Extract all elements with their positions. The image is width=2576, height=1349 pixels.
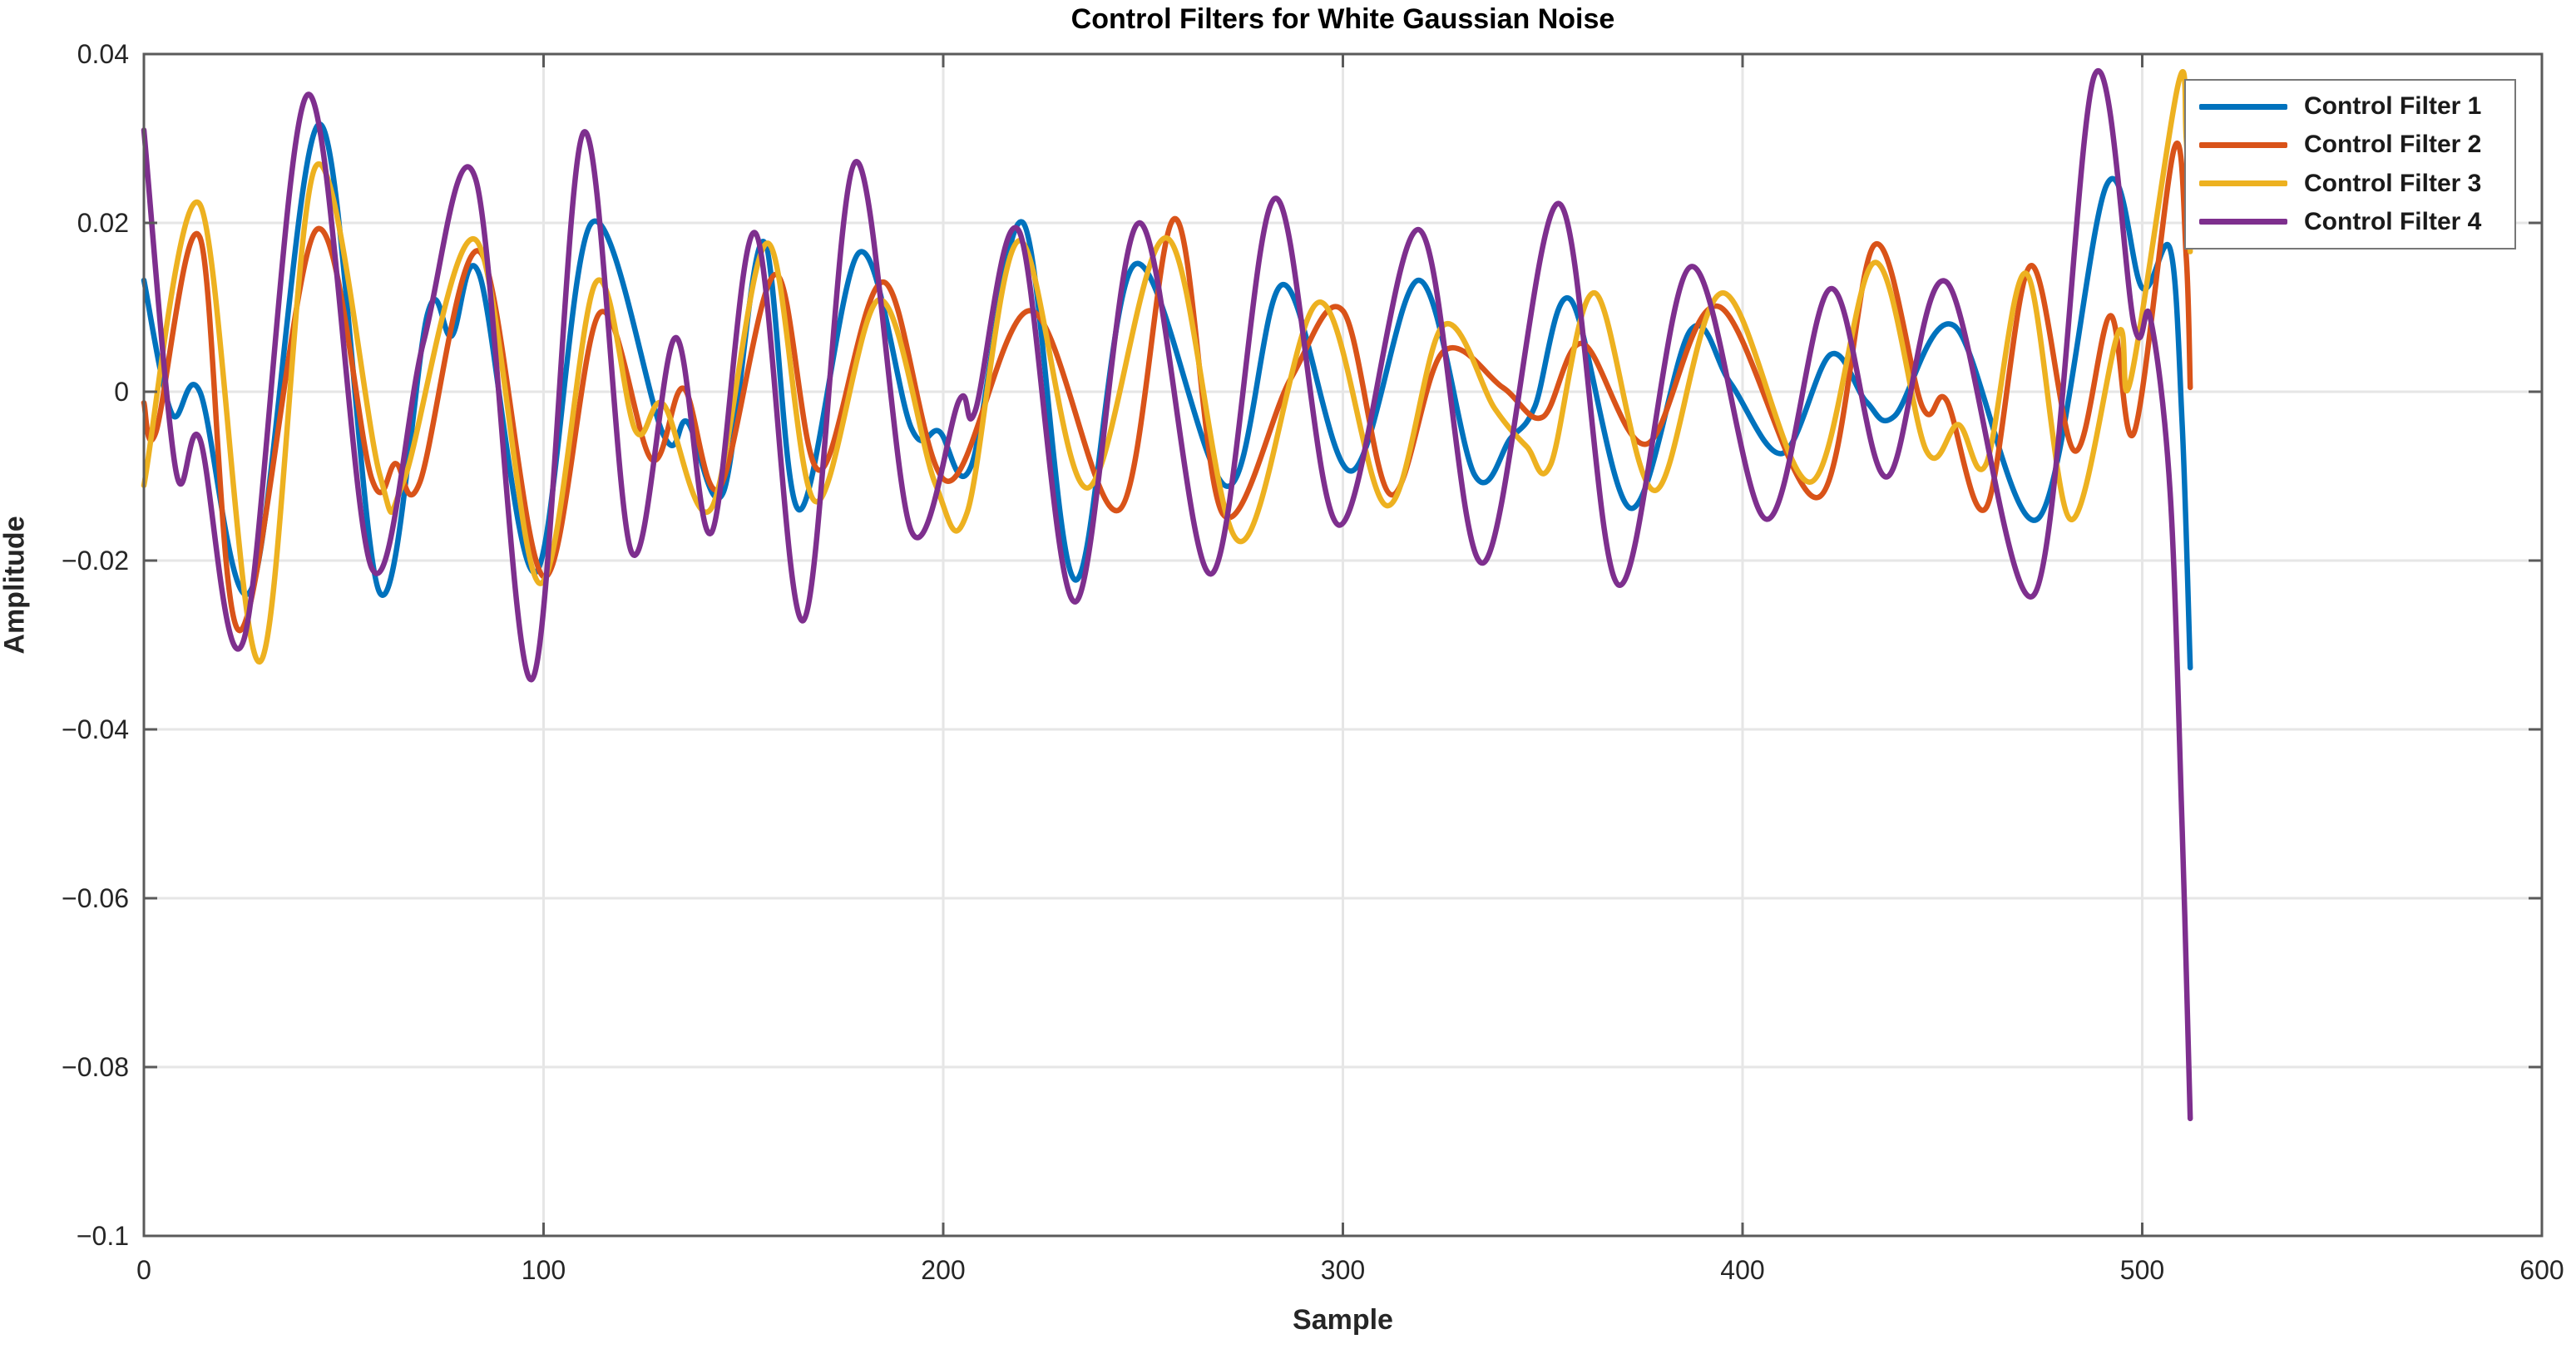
y-axis-label: Amplitude — [0, 516, 31, 655]
series-line-control-filter-1 — [141, 121, 2193, 671]
series-line-control-filter-2 — [141, 140, 2193, 634]
chart-title: Control Filters for White Gaussian Noise — [1070, 3, 1615, 35]
legend-entry-label: Control Filter 1 — [2304, 92, 2482, 121]
x-tick-label: 200 — [921, 1255, 965, 1285]
y-tick-label: −0.08 — [62, 1052, 129, 1082]
y-tick-label: 0 — [114, 377, 129, 407]
legend-line-sample — [2199, 180, 2287, 187]
legend-entry: Control Filter 4 — [2199, 204, 2514, 240]
x-tick-label: 500 — [2120, 1255, 2164, 1285]
y-tick-label: −0.02 — [62, 546, 129, 576]
x-axis-label: Sample — [1293, 1304, 1393, 1336]
y-tick-label: 0.02 — [77, 208, 129, 238]
legend-entry: Control Filter 3 — [2199, 166, 2514, 202]
legend-line-sample — [2199, 103, 2287, 110]
legend-entry-label: Control Filter 3 — [2304, 169, 2482, 197]
legend-entry-label: Control Filter 2 — [2304, 131, 2482, 159]
series-line-control-filter-4 — [141, 68, 2193, 1122]
x-tick-label: 300 — [1321, 1255, 1365, 1285]
x-tick-label: 0 — [136, 1255, 151, 1285]
y-tick-label: −0.06 — [62, 883, 129, 913]
y-tick-label: −0.04 — [62, 714, 129, 744]
legend-line-sample — [2199, 219, 2287, 225]
legend-box: Control Filter 1 Control Filter 2 Control … — [2184, 79, 2516, 250]
y-tick-label: 0.04 — [77, 39, 129, 69]
y-tick-label: −0.1 — [77, 1221, 129, 1251]
x-tick-label: 600 — [2519, 1255, 2564, 1285]
x-tick-label: 100 — [522, 1255, 566, 1285]
x-tick-label: 400 — [1720, 1255, 1764, 1285]
legend-entry-label: Control Filter 4 — [2304, 207, 2482, 235]
legend-entry: Control Filter 1 — [2199, 88, 2514, 125]
legend-entry: Control Filter 2 — [2199, 126, 2514, 163]
legend-line-sample — [2199, 141, 2287, 148]
series-line-control-filter-3 — [141, 68, 2193, 665]
